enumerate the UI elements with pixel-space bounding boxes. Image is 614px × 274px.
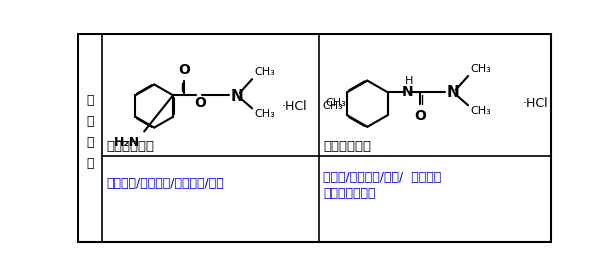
Text: O: O <box>414 109 426 123</box>
Text: 基（处于间位）: 基（处于间位） <box>323 187 376 199</box>
Text: CH₃: CH₃ <box>322 101 343 111</box>
Text: 酰胺类/二乙氨基/叔胺/  二甲基苯: 酰胺类/二乙氨基/叔胺/ 二甲基苯 <box>323 171 441 184</box>
Text: CH₃: CH₃ <box>254 109 275 119</box>
Text: ·HCl: ·HCl <box>523 97 548 110</box>
Text: N: N <box>446 85 459 101</box>
Text: N: N <box>402 85 414 99</box>
Text: 盐酸利多卡因: 盐酸利多卡因 <box>323 140 371 153</box>
Text: 芳酸酯类/芳伯氨基/二乙氨基/叔胺: 芳酸酯类/芳伯氨基/二乙氨基/叔胺 <box>106 176 224 190</box>
Text: CH₃: CH₃ <box>470 106 491 116</box>
Text: CH₃: CH₃ <box>325 98 346 108</box>
Text: O: O <box>194 96 206 110</box>
Text: CH₃: CH₃ <box>254 67 275 77</box>
Text: N: N <box>230 89 243 104</box>
Text: O: O <box>178 63 190 77</box>
Text: ·HCl: ·HCl <box>282 99 308 113</box>
Text: 盐酸普鲁卡因: 盐酸普鲁卡因 <box>106 140 154 153</box>
Text: CH₃: CH₃ <box>470 64 491 74</box>
Text: 结
构
特
点: 结 构 特 点 <box>86 95 94 170</box>
Text: H: H <box>405 76 413 86</box>
Text: H₂N: H₂N <box>114 136 141 149</box>
